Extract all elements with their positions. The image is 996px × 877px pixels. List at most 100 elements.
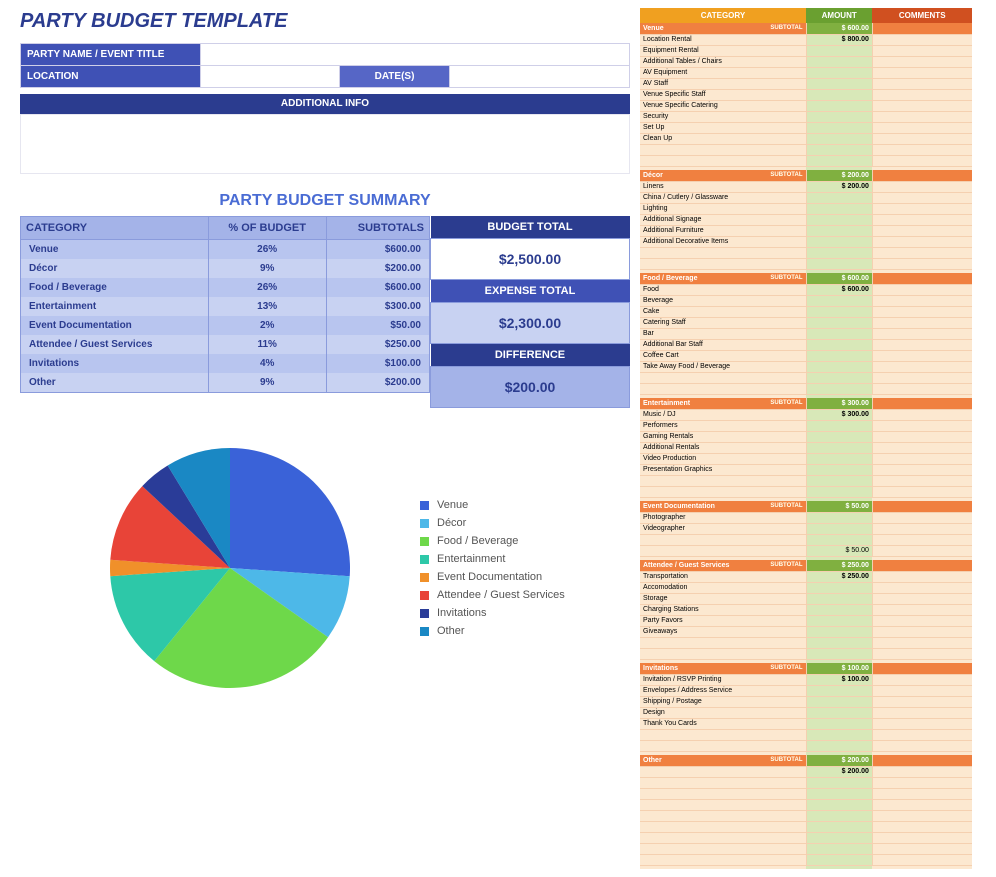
detail-item-label[interactable]: Additional Signage: [640, 214, 806, 225]
detail-item-comment[interactable]: [872, 383, 972, 394]
detail-item-label[interactable]: Location Rental: [640, 34, 806, 45]
detail-item-comment[interactable]: [872, 453, 972, 464]
detail-item-comment[interactable]: [872, 788, 972, 799]
detail-item-label[interactable]: Beverage: [640, 295, 806, 306]
detail-item-amount[interactable]: [806, 420, 872, 431]
detail-item-label[interactable]: Venue Specific Catering: [640, 100, 806, 111]
detail-item-comment[interactable]: [872, 832, 972, 843]
detail-item-comment[interactable]: [872, 45, 972, 56]
detail-item-comment[interactable]: [872, 821, 972, 832]
detail-item-amount[interactable]: [806, 637, 872, 648]
detail-item-label[interactable]: Additional Bar Staff: [640, 339, 806, 350]
detail-item-label[interactable]: [640, 788, 806, 799]
detail-item-amount[interactable]: [806, 718, 872, 729]
detail-item-label[interactable]: Gaming Rentals: [640, 431, 806, 442]
detail-item-label[interactable]: [640, 810, 806, 821]
detail-item-amount[interactable]: [806, 431, 872, 442]
detail-item-comment[interactable]: [872, 685, 972, 696]
detail-item-comment[interactable]: [872, 464, 972, 475]
detail-item-comment[interactable]: [872, 144, 972, 155]
detail-item-comment[interactable]: [872, 284, 972, 295]
detail-item-label[interactable]: Set Up: [640, 122, 806, 133]
detail-item-amount[interactable]: [806, 523, 872, 534]
detail-item-amount[interactable]: [806, 56, 872, 67]
detail-item-comment[interactable]: [872, 718, 972, 729]
detail-item-label[interactable]: Thank You Cards: [640, 718, 806, 729]
detail-item-amount[interactable]: [806, 788, 872, 799]
location-input[interactable]: [201, 66, 340, 88]
detail-item-amount[interactable]: [806, 89, 872, 100]
detail-item-label[interactable]: [640, 777, 806, 788]
detail-item-label[interactable]: [640, 637, 806, 648]
detail-item-amount[interactable]: [806, 100, 872, 111]
detail-item-comment[interactable]: [872, 361, 972, 372]
detail-item-amount[interactable]: [806, 648, 872, 659]
detail-item-amount[interactable]: [806, 626, 872, 637]
detail-item-comment[interactable]: [872, 133, 972, 144]
detail-item-amount[interactable]: [806, 306, 872, 317]
detail-item-comment[interactable]: [872, 203, 972, 214]
detail-item-label[interactable]: [640, 534, 806, 545]
detail-item-comment[interactable]: [872, 648, 972, 659]
detail-item-label[interactable]: Envelopes / Address Service: [640, 685, 806, 696]
detail-item-comment[interactable]: [872, 67, 972, 78]
detail-item-amount[interactable]: [806, 740, 872, 751]
detail-item-comment[interactable]: [872, 122, 972, 133]
detail-item-amount[interactable]: $ 250.00: [806, 571, 872, 582]
detail-item-comment[interactable]: [872, 247, 972, 258]
detail-item-comment[interactable]: [872, 626, 972, 637]
detail-item-comment[interactable]: [872, 431, 972, 442]
detail-item-amount[interactable]: [806, 67, 872, 78]
detail-item-comment[interactable]: [872, 512, 972, 523]
detail-item-amount[interactable]: [806, 214, 872, 225]
detail-item-label[interactable]: [640, 247, 806, 258]
detail-item-label[interactable]: Security: [640, 111, 806, 122]
detail-item-label[interactable]: [640, 144, 806, 155]
detail-item-amount[interactable]: [806, 45, 872, 56]
detail-item-label[interactable]: [640, 821, 806, 832]
detail-item-amount[interactable]: [806, 155, 872, 166]
detail-item-amount[interactable]: $ 100.00: [806, 674, 872, 685]
detail-item-label[interactable]: Clean Up: [640, 133, 806, 144]
detail-item-amount[interactable]: [806, 133, 872, 144]
detail-item-comment[interactable]: [872, 534, 972, 545]
detail-item-amount[interactable]: [806, 111, 872, 122]
detail-item-amount[interactable]: [806, 696, 872, 707]
detail-item-amount[interactable]: [806, 203, 872, 214]
detail-item-comment[interactable]: [872, 545, 972, 556]
detail-item-comment[interactable]: [872, 571, 972, 582]
detail-item-label[interactable]: Storage: [640, 593, 806, 604]
detail-item-amount[interactable]: [806, 247, 872, 258]
detail-item-label[interactable]: Additional Decorative Items: [640, 236, 806, 247]
detail-item-amount[interactable]: $ 300.00: [806, 409, 872, 420]
detail-item-amount[interactable]: [806, 593, 872, 604]
dates-input[interactable]: [450, 66, 630, 88]
detail-item-comment[interactable]: [872, 729, 972, 740]
detail-item-amount[interactable]: [806, 258, 872, 269]
detail-item-amount[interactable]: [806, 144, 872, 155]
detail-item-amount[interactable]: [806, 843, 872, 854]
detail-item-comment[interactable]: [872, 236, 972, 247]
detail-item-label[interactable]: China / Cutlery / Glassware: [640, 192, 806, 203]
detail-item-label[interactable]: Cake: [640, 306, 806, 317]
detail-item-label[interactable]: Lighting: [640, 203, 806, 214]
detail-item-amount[interactable]: [806, 615, 872, 626]
detail-item-label[interactable]: [640, 799, 806, 810]
detail-item-comment[interactable]: [872, 766, 972, 777]
detail-item-comment[interactable]: [872, 258, 972, 269]
detail-item-amount[interactable]: [806, 328, 872, 339]
detail-item-label[interactable]: Food: [640, 284, 806, 295]
detail-item-label[interactable]: Equipment Rental: [640, 45, 806, 56]
detail-item-amount[interactable]: [806, 475, 872, 486]
detail-item-label[interactable]: Additional Tables / Chairs: [640, 56, 806, 67]
detail-item-amount[interactable]: [806, 361, 872, 372]
detail-item-comment[interactable]: [872, 523, 972, 534]
detail-item-amount[interactable]: [806, 442, 872, 453]
detail-item-comment[interactable]: [872, 486, 972, 497]
detail-item-amount[interactable]: [806, 729, 872, 740]
detail-item-label[interactable]: [640, 372, 806, 383]
detail-item-amount[interactable]: [806, 604, 872, 615]
detail-item-amount[interactable]: [806, 777, 872, 788]
detail-item-amount[interactable]: [806, 810, 872, 821]
detail-item-label[interactable]: [640, 766, 806, 777]
